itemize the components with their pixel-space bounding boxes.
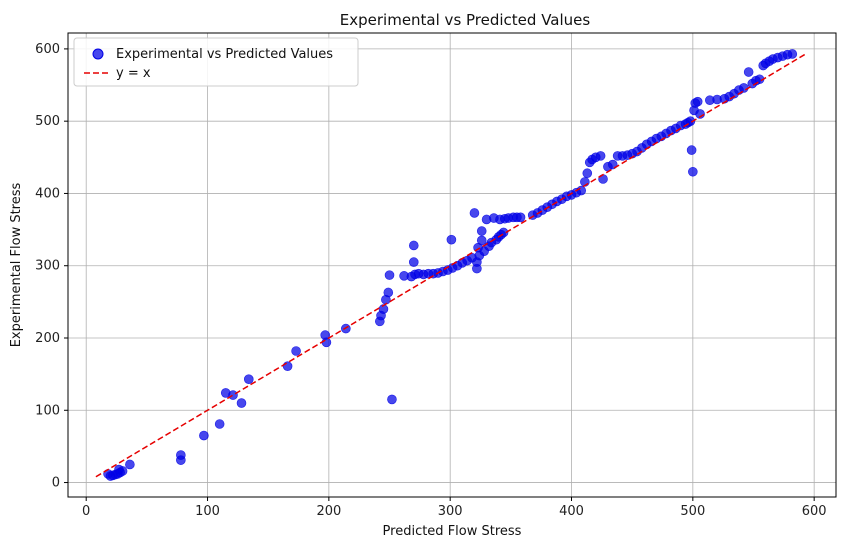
y-tick-label: 200	[35, 331, 60, 346]
scatter-point	[787, 49, 798, 59]
scatter-point	[576, 185, 587, 196]
y-tick-label: 0	[52, 476, 60, 491]
x-tick-label: 200	[316, 504, 341, 519]
legend-label-scatter: Experimental vs Predicted Values	[116, 47, 333, 62]
x-tick-label: 0	[82, 504, 90, 519]
scatter-point	[688, 166, 698, 177]
scatter-point	[383, 287, 394, 298]
scatter-point	[228, 390, 238, 400]
scatter-point	[515, 212, 526, 223]
scatter-point	[199, 430, 209, 441]
x-tick-label: 600	[802, 504, 827, 519]
legend-box	[73, 37, 359, 87]
scatter-point	[686, 145, 697, 155]
scatter-point	[476, 235, 487, 246]
scatter-point	[291, 346, 301, 356]
scatter-point	[384, 270, 395, 280]
y-tick-label: 600	[35, 42, 60, 57]
x-tick-label: 400	[559, 504, 584, 519]
y-tick-label: 500	[35, 114, 60, 129]
chart-title: Experimental vs Predicted Values	[340, 11, 591, 29]
scatter-point	[476, 226, 487, 236]
y-tick-label: 100	[35, 403, 60, 418]
scatter-point	[236, 398, 247, 408]
scatter-point	[595, 151, 606, 161]
scatter-point	[408, 257, 419, 267]
scatter-point	[469, 208, 480, 218]
scatter-point	[446, 234, 457, 245]
legend-marker-scatter	[92, 48, 104, 60]
scatter-point	[282, 361, 293, 371]
scatter-point	[743, 67, 754, 77]
x-tick-label: 100	[195, 504, 220, 519]
scatter-point	[408, 240, 419, 251]
x-tick-label: 500	[680, 504, 705, 519]
scatter-point	[582, 168, 593, 179]
scatter-point	[321, 337, 332, 348]
scatter-point	[378, 304, 389, 314]
y-tick-label: 400	[35, 186, 60, 201]
y-axis-label: Experimental Flow Stress	[9, 182, 24, 347]
legend-label-line: y = x	[116, 66, 151, 81]
scatter-point	[114, 464, 124, 475]
legend: Experimental vs Predicted Values y = x	[73, 37, 359, 87]
y-tick-label: 300	[35, 259, 60, 274]
scatter-point	[692, 96, 703, 107]
scatter-point	[176, 450, 186, 460]
scatter-point	[214, 419, 225, 429]
x-tick-label: 300	[438, 504, 463, 519]
scatter-point	[125, 459, 135, 470]
identity-line	[95, 52, 808, 478]
plot-area	[68, 33, 836, 497]
plot-frame	[67, 32, 837, 498]
scatter-point	[738, 83, 749, 93]
scatter-point	[243, 374, 254, 384]
scatter-point	[387, 394, 397, 405]
x-axis-label: Predicted Flow Stress	[383, 524, 522, 539]
